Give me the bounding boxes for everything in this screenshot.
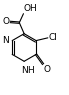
Text: N: N	[2, 36, 9, 45]
Text: O: O	[44, 65, 51, 74]
Text: OH: OH	[24, 4, 38, 13]
Text: N: N	[21, 66, 28, 75]
Text: O: O	[2, 17, 9, 27]
Text: H: H	[27, 66, 34, 75]
Text: Cl: Cl	[49, 33, 57, 42]
